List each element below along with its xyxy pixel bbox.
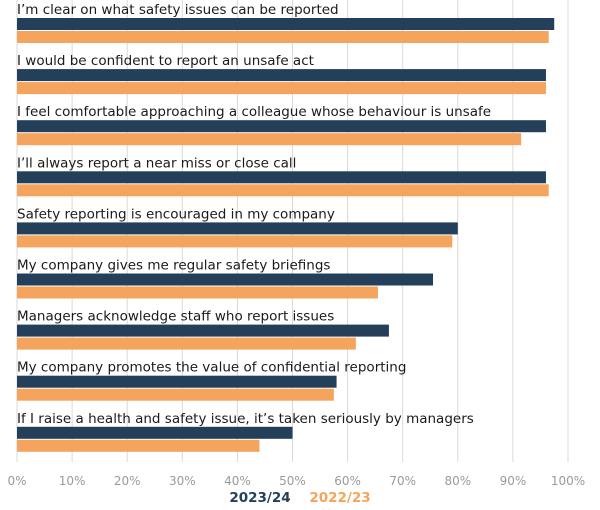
category-label: Managers acknowledge staff who report is…	[17, 309, 334, 325]
x-tick-label: 100%	[551, 474, 585, 488]
bar-2023-24	[17, 324, 389, 337]
bar-2022-23	[17, 133, 522, 146]
category-label: I’m clear on what safety issues can be r…	[17, 2, 339, 18]
category-label: My company gives me regular safety brief…	[17, 258, 330, 274]
x-tick-label: 90%	[500, 474, 527, 488]
bar-2023-24	[17, 426, 293, 439]
bar-2023-24	[17, 120, 546, 133]
legend-item-2022-23: 2022/23	[309, 490, 371, 506]
bar-2022-23	[17, 337, 356, 350]
category-label: I’ll always report a near miss or close …	[17, 155, 296, 171]
x-tick-label: 80%	[444, 474, 471, 488]
legend-item-2023-24: 2023/24	[229, 490, 291, 506]
bar-2023-24	[17, 375, 337, 388]
x-tick-label: 40%	[224, 474, 251, 488]
category-label: If I raise a health and safety issue, it…	[17, 411, 474, 427]
bar-2023-24	[17, 222, 458, 235]
x-tick-label: 30%	[169, 474, 196, 488]
x-tick-label: 0%	[7, 474, 26, 488]
bar-2022-23	[17, 388, 334, 401]
bar-2022-23	[17, 286, 378, 299]
bar-2022-23	[17, 235, 453, 248]
category-label: I would be confident to report an unsafe…	[17, 53, 314, 69]
category-label: Safety reporting is encouraged in my com…	[17, 206, 335, 222]
category-label: I feel comfortable approaching a colleag…	[17, 104, 491, 120]
bar-2022-23	[17, 31, 549, 43]
category-label: My company promotes the value of confide…	[17, 360, 406, 376]
x-tick-label: 20%	[114, 474, 141, 488]
x-tick-label: 70%	[389, 474, 416, 488]
bar-2023-24	[17, 18, 555, 30]
x-tick-label: 60%	[334, 474, 361, 488]
bar-2023-24	[17, 171, 546, 184]
bar-2023-24	[17, 69, 546, 82]
bar-2023-24	[17, 273, 434, 286]
bar-2022-23	[17, 184, 549, 197]
bar-2022-23	[17, 439, 260, 452]
legend: 2023/24 2022/23	[0, 490, 600, 506]
x-tick-label: 50%	[279, 474, 306, 488]
category-labels: I’m clear on what safety issues can be r…	[17, 2, 491, 427]
x-axis-ticks: 0% 10% 20% 30% 40% 50% 60% 70% 80% 90% 100%	[7, 474, 585, 488]
bar-2022-23	[17, 82, 546, 95]
x-tick-label: 10%	[59, 474, 86, 488]
bars	[17, 18, 555, 452]
bar-chart: I’m clear on what safety issues can be r…	[7, 0, 585, 488]
